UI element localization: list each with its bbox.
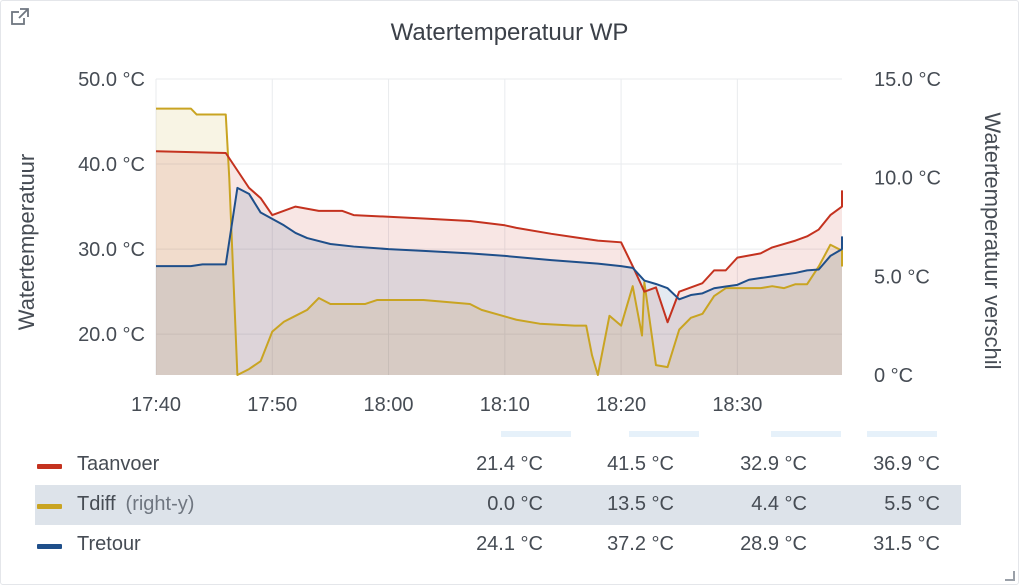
legend-current: 31.5 °C [873, 533, 940, 555]
y-right-tick-label: 10.0 °C [874, 168, 941, 190]
legend-max: 41.5 °C [607, 453, 674, 475]
panel-title[interactable]: Watertemperatuur WP [390, 19, 629, 46]
legend-row-tretour[interactable]: Tretour 24.1 °C 37.2 °C 28.9 °C 31.5 °C [35, 525, 961, 565]
resize-handle-icon[interactable] [1005, 571, 1015, 581]
legend-avg: 32.9 °C [740, 453, 807, 475]
scroll-fade [867, 431, 937, 437]
legend-min: 0.0 °C [487, 493, 543, 515]
legend-avg: 4.4 °C [751, 493, 807, 515]
legend-max: 13.5 °C [607, 493, 674, 515]
scroll-fade [629, 431, 699, 437]
legend-row-taanvoer[interactable]: Taanvoer 21.4 °C 41.5 °C 32.9 °C 36.9 °C [35, 445, 961, 485]
scroll-fade [501, 431, 571, 437]
legend-series-name[interactable]: Tdiff (right-y) [77, 493, 195, 515]
y-left-tick-label: 30.0 °C [78, 239, 145, 261]
y-left-tick-label: 50.0 °C [78, 69, 145, 91]
legend: Taanvoer 21.4 °C 41.5 °C 32.9 °C 36.9 °C… [35, 445, 961, 565]
y-left-tick-label: 20.0 °C [78, 324, 145, 346]
x-tick-label: 17:40 [131, 394, 181, 416]
legend-avg: 28.9 °C [740, 533, 807, 555]
legend-series-name[interactable]: Tretour [77, 533, 141, 555]
series-area-taanvoer [156, 151, 842, 375]
y-right-tick-label: 5.0 °C [874, 266, 930, 288]
x-tick-label: 18:10 [480, 394, 530, 416]
series-color-swatch[interactable] [37, 504, 62, 509]
legend-max: 37.2 °C [607, 533, 674, 555]
chart-area[interactable]: 17:40 17:50 18:00 18:10 18:20 18:30 20.0 °C 30.… [1, 1, 1019, 431]
series-color-swatch[interactable] [37, 544, 62, 549]
legend-series-name[interactable]: Taanvoer [77, 453, 160, 475]
legend-row-tdiff[interactable]: Tdiff (right-y) 0.0 °C 13.5 °C 4.4 °C 5.5… [35, 485, 961, 525]
y-right-tick-label: 0 °C [874, 365, 913, 387]
y-axis-label-left: Watertemperatuur [14, 154, 39, 330]
legend-min: 24.1 °C [476, 533, 543, 555]
x-tick-label: 18:30 [712, 394, 762, 416]
series-line-taanvoer [155, 150, 843, 324]
external-link-icon[interactable] [9, 6, 31, 28]
series-color-swatch[interactable] [37, 464, 62, 469]
scroll-fade [771, 431, 841, 437]
legend-axis-note: (right-y) [125, 493, 195, 515]
y-axis-label-right: Watertemperatuur verschil [980, 112, 1005, 369]
legend-current: 5.5 °C [884, 493, 940, 515]
legend-min: 21.4 °C [476, 453, 543, 475]
x-tick-label: 17:50 [247, 394, 297, 416]
x-tick-label: 18:20 [596, 394, 646, 416]
series-line-tretour [156, 186, 843, 301]
x-tick-label: 18:00 [364, 394, 414, 416]
legend-current: 36.9 °C [873, 453, 940, 475]
series-line-tdiff [156, 107, 843, 376]
series-area-tretour [156, 187, 842, 375]
y-right-tick-label: 15.0 °C [874, 69, 941, 91]
y-left-tick-label: 40.0 °C [78, 154, 145, 176]
series-area-tdiff [156, 108, 842, 375]
